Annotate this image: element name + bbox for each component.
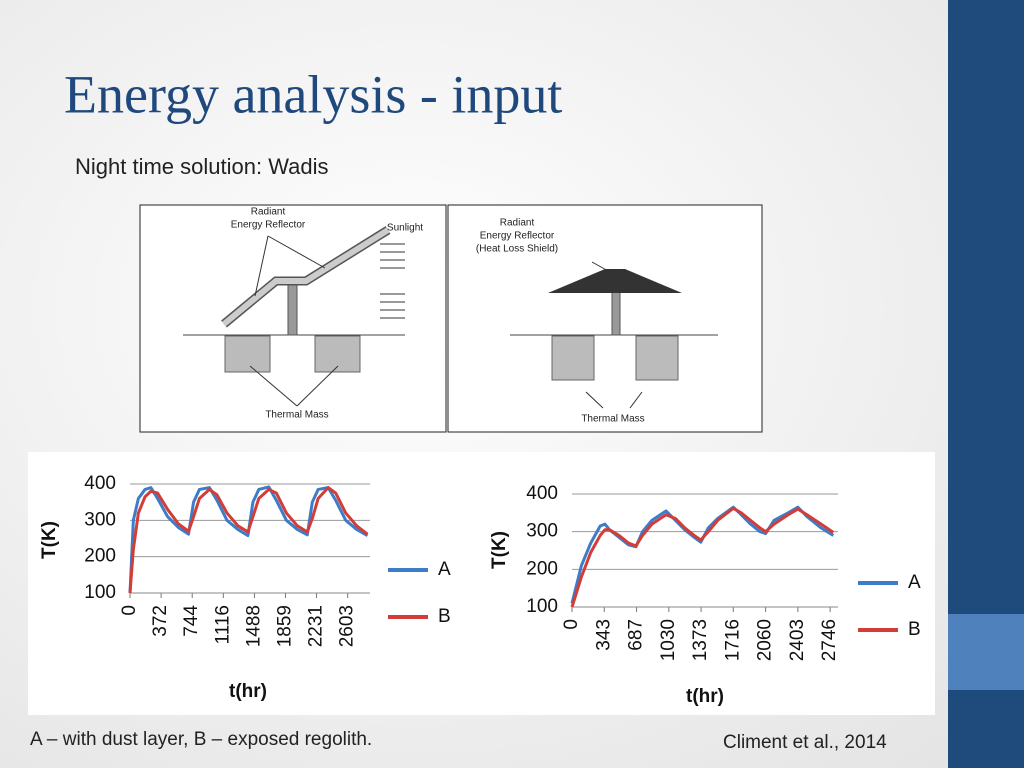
pole	[287, 279, 298, 336]
series-line	[128, 485, 369, 594]
mass-block	[551, 335, 595, 381]
diagram-label: Thermal Mass	[581, 414, 644, 425]
diagram-right	[447, 204, 763, 433]
caption: A – with dust layer, B – exposed regolit…	[30, 729, 372, 750]
y-tick-label: 100	[84, 582, 116, 603]
slide-title: Energy analysis - input	[64, 64, 562, 124]
x-tick-label: 343	[593, 619, 614, 651]
y-tick-label: 400	[526, 483, 558, 504]
legend-label: B	[438, 606, 451, 627]
pointer-lines	[249, 235, 339, 407]
y-tick-label: 400	[84, 473, 116, 494]
x-tick-label: 687	[626, 619, 647, 651]
x-tick-label: 1373	[690, 619, 711, 661]
y-tick-label: 100	[526, 596, 558, 617]
pointer-lines	[585, 261, 643, 409]
x-tick-label: 1116	[212, 605, 233, 644]
diagram-frame	[447, 204, 763, 433]
side-accent	[948, 614, 1024, 690]
x-tick-label: 372	[150, 605, 171, 637]
y-tick-label: 200	[84, 546, 116, 567]
y-tick-label: 300	[84, 509, 116, 530]
x-axis-label: t(hr)	[229, 681, 267, 702]
y-tick-label: 200	[526, 558, 558, 579]
heat-loss-shield	[548, 269, 682, 293]
x-tick-label: 0	[119, 605, 140, 616]
diagram-label: Sunlight	[387, 223, 423, 234]
reflector	[222, 227, 390, 327]
mass-block	[224, 335, 271, 373]
diagram-label: Energy Reflector	[231, 220, 306, 231]
x-tick-label: 2403	[787, 619, 808, 661]
series-line	[128, 486, 369, 594]
x-tick-label: 1030	[658, 619, 679, 661]
diagram-label: Radiant	[500, 218, 535, 229]
x-tick-label: 1716	[722, 619, 743, 661]
x-tick-label: 2746	[819, 619, 840, 661]
series-line	[570, 506, 835, 608]
chart-panel	[28, 452, 935, 715]
mass-block	[635, 335, 679, 381]
series-line	[570, 505, 835, 604]
citation: Climent et al., 2014	[723, 732, 887, 753]
legend-label: A	[438, 559, 451, 580]
diagram-left	[139, 204, 447, 433]
x-tick-label: 2603	[337, 605, 358, 647]
legend-label: A	[908, 572, 921, 593]
diagram-label: (Heat Loss Shield)	[476, 244, 558, 255]
sunlight-arrows	[380, 243, 405, 319]
diagram-label: Radiant	[251, 207, 286, 218]
diagram-label: Thermal Mass	[265, 410, 328, 421]
y-axis-label: T(K)	[489, 531, 510, 569]
legend-label: B	[908, 619, 921, 640]
slide-subtitle: Night time solution: Wadis	[75, 154, 329, 179]
x-tick-label: 1488	[243, 605, 264, 647]
x-axis-label: t(hr)	[686, 686, 724, 707]
x-tick-label: 744	[181, 605, 202, 637]
x-tick-label: 2060	[755, 619, 776, 661]
x-tick-label: 1859	[274, 605, 295, 647]
y-axis-label: T(K)	[39, 521, 60, 559]
x-tick-label: 2231	[306, 605, 327, 647]
y-tick-label: 300	[526, 521, 558, 542]
diagram-label: Energy Reflector	[480, 231, 555, 242]
x-tick-label: 0	[561, 619, 582, 630]
